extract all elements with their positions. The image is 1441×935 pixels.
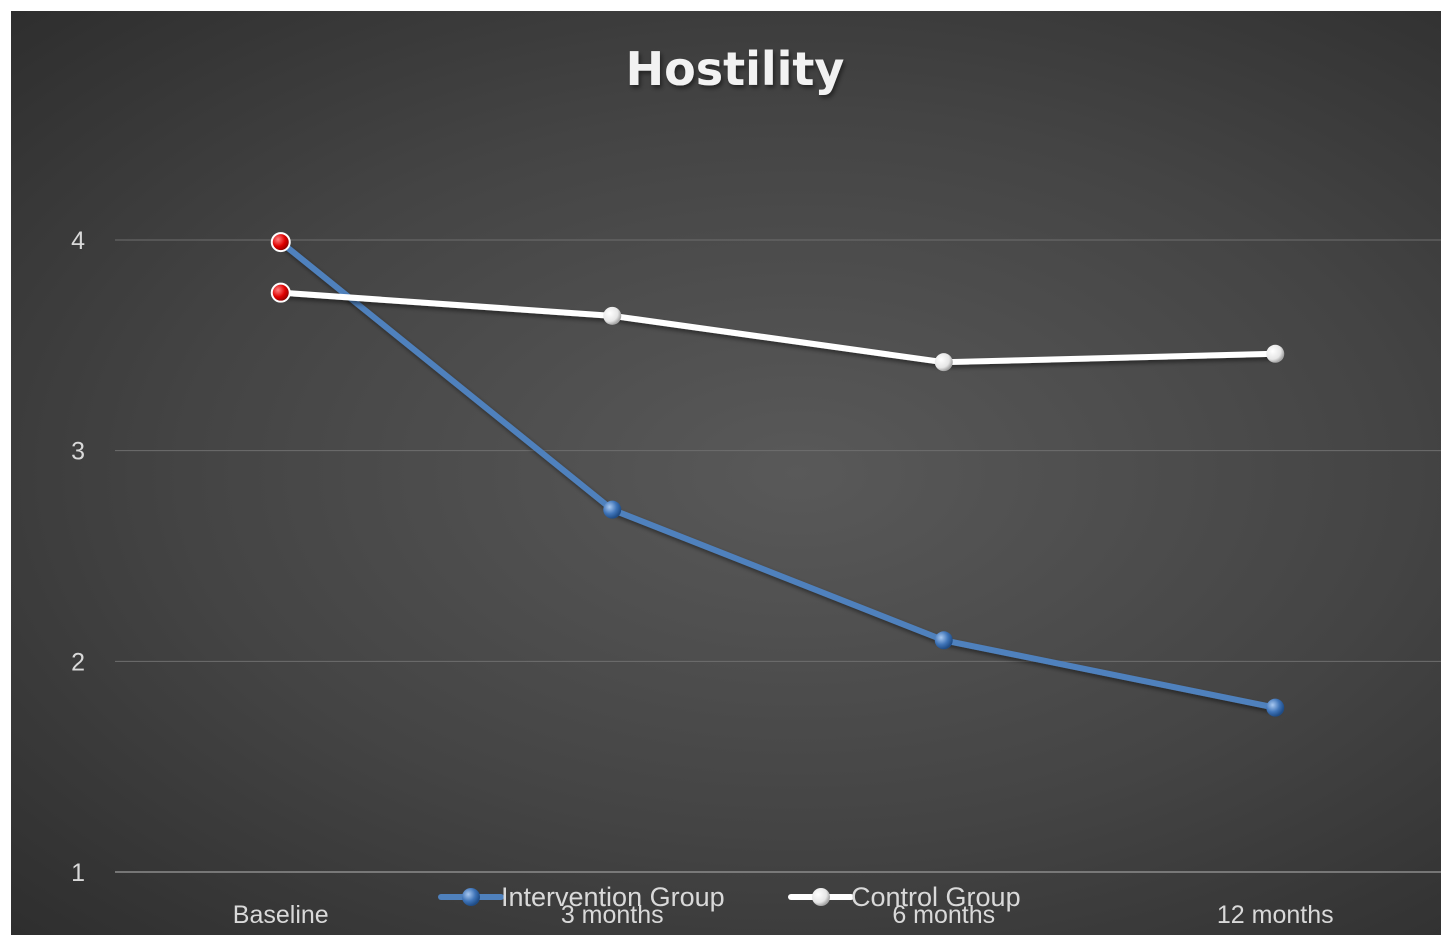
legend-item[interactable]: Intervention Group: [438, 882, 725, 912]
legend-swatch-marker: [462, 888, 480, 906]
series-line: [277, 289, 1279, 366]
y-tick-label: 2: [71, 648, 85, 676]
series-1: [270, 282, 1285, 372]
chart-title: Hostility: [626, 42, 845, 96]
legend-label: Control Group: [851, 882, 1021, 912]
x-tick-label: 3 months: [561, 901, 664, 929]
gridlines: [115, 239, 1441, 873]
series-0: [270, 232, 1285, 717]
legend-label: Intervention Group: [501, 882, 725, 912]
data-point[interactable]: [603, 500, 622, 519]
data-point[interactable]: [270, 282, 291, 303]
data-point[interactable]: [1266, 698, 1285, 717]
data-point[interactable]: [270, 232, 291, 253]
data-point[interactable]: [934, 631, 953, 650]
y-tick-label: 1: [71, 859, 85, 887]
legend[interactable]: Intervention Group Control Group: [438, 882, 1021, 912]
x-tick-label: 12 months: [1217, 901, 1334, 929]
x-tick-label: Baseline: [233, 901, 329, 929]
data-point[interactable]: [603, 306, 622, 325]
legend-item[interactable]: Control Group: [788, 882, 1021, 912]
chart-frame: Hostility 1 2 3 4 Baseline 3 months 6 months 1…: [11, 11, 1441, 935]
data-point[interactable]: [1266, 344, 1285, 363]
data-point[interactable]: [934, 353, 953, 372]
x-axis-ticks: Baseline 3 months 6 months 12 months: [233, 901, 1334, 929]
y-axis-ticks: 1 2 3 4: [71, 227, 85, 887]
x-tick-label: 6 months: [892, 901, 995, 929]
y-tick-label: 4: [71, 227, 85, 255]
series-layer: [270, 232, 1285, 717]
series-line: [277, 239, 1279, 711]
line-chart: Hostility 1 2 3 4 Baseline 3 months 6 months 1…: [71, 42, 1441, 929]
y-tick-label: 3: [71, 438, 85, 466]
legend-swatch-marker: [812, 888, 830, 906]
